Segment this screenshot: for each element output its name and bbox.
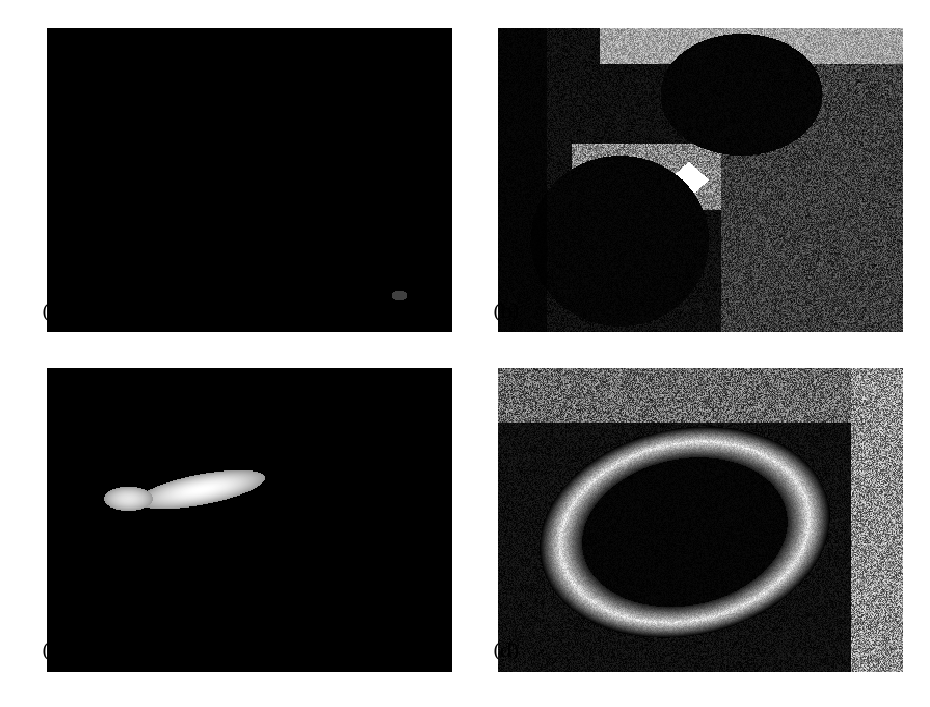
Text: (a): (a) [42,304,69,322]
Text: (c): (c) [42,643,68,661]
Text: (d): (d) [493,643,521,661]
Text: (b): (b) [493,304,521,322]
